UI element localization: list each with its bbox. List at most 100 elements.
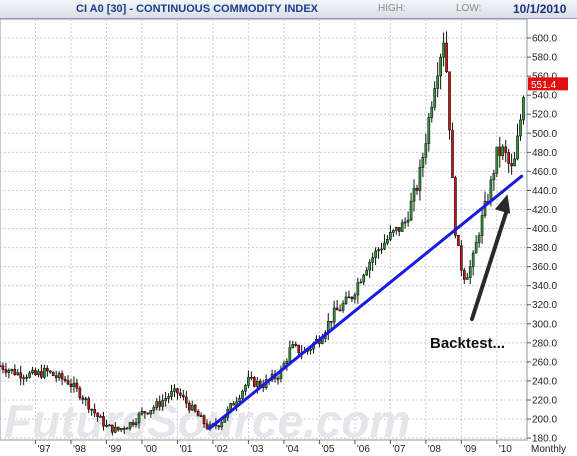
y-tick-label: 600.0 xyxy=(532,34,557,45)
candle-body xyxy=(134,422,138,425)
x-tick-label: '09 xyxy=(463,444,476,455)
candle-body xyxy=(75,382,79,389)
candle-body xyxy=(427,117,431,144)
candle-body xyxy=(498,146,502,156)
candle-body xyxy=(495,146,499,174)
x-tick-label: '07 xyxy=(392,444,405,455)
candle-body xyxy=(205,423,209,429)
candle-body xyxy=(424,143,428,158)
candle-body xyxy=(445,42,448,73)
candle-body xyxy=(78,387,82,399)
y-tick-label: 480.0 xyxy=(532,148,557,159)
y-tick-label: 220.0 xyxy=(532,395,557,406)
y-tick-label: 180.0 xyxy=(532,434,557,445)
candle-body xyxy=(99,416,102,418)
candle-body xyxy=(332,307,336,323)
candle-body xyxy=(184,396,188,404)
frequency-label: Monthly xyxy=(531,444,566,455)
candle-body xyxy=(31,369,34,374)
candle-body xyxy=(288,347,292,362)
y-tick-label: 340.0 xyxy=(532,281,557,292)
candle-body xyxy=(238,398,241,403)
candle-body xyxy=(190,404,194,411)
candle-body xyxy=(430,106,434,118)
candle-body xyxy=(187,402,191,411)
candle-body xyxy=(122,428,126,430)
candle-body xyxy=(179,392,182,396)
x-tick-label: '08 xyxy=(428,444,441,455)
x-tick-label: '03 xyxy=(250,444,263,455)
candle-body xyxy=(394,227,398,231)
candle-body xyxy=(247,376,250,386)
candle-body xyxy=(152,407,156,411)
candle-body xyxy=(34,369,37,376)
candle-body xyxy=(362,274,366,283)
y-tick-label: 360.0 xyxy=(532,262,557,273)
candle-body xyxy=(439,56,442,77)
y-tick-label: 540.0 xyxy=(532,91,557,102)
candle-body xyxy=(40,371,43,378)
y-tick-label: 520.0 xyxy=(532,110,557,121)
candle-body xyxy=(374,250,377,258)
y-tick-label: 200.0 xyxy=(532,415,557,426)
candle-body xyxy=(380,248,383,251)
candle-body xyxy=(54,375,58,378)
candle-body xyxy=(462,269,466,280)
candle-body xyxy=(19,372,23,379)
candle-body xyxy=(25,377,28,379)
candle-body xyxy=(96,412,99,417)
candle-body xyxy=(167,396,170,399)
candle-body xyxy=(457,235,460,247)
candle-body xyxy=(196,411,200,417)
backtest-arrow-head xyxy=(494,194,511,214)
candle-body xyxy=(155,401,159,408)
candle-body xyxy=(510,163,513,167)
candle-body xyxy=(161,400,164,407)
candle-body xyxy=(383,242,386,250)
candle-body xyxy=(244,385,247,392)
backtest-annotation: Backtest... xyxy=(430,335,505,352)
y-tick-label: 500.0 xyxy=(532,129,557,140)
candle-body xyxy=(391,230,395,233)
y-tick-label: 320.0 xyxy=(532,300,557,311)
candle-body xyxy=(137,413,141,424)
candle-body xyxy=(173,388,176,392)
candle-body xyxy=(465,277,469,280)
candle-body xyxy=(114,426,117,433)
candle-body xyxy=(513,158,516,167)
y-tick-label: 260.0 xyxy=(532,357,557,368)
candle-body xyxy=(504,146,508,153)
candle-body xyxy=(116,426,120,431)
candle-body xyxy=(16,372,20,375)
candle-body xyxy=(232,403,235,406)
candle-body xyxy=(471,252,475,268)
candle-body xyxy=(409,200,413,221)
candle-body xyxy=(220,422,224,428)
candle-body xyxy=(516,135,519,160)
support-trendline xyxy=(207,174,524,431)
x-tick-label: '97 xyxy=(37,444,50,455)
candle-body xyxy=(105,425,108,427)
candle-body xyxy=(7,370,11,373)
candle-body xyxy=(448,71,451,131)
candle-body xyxy=(37,371,40,376)
candle-body xyxy=(48,370,52,373)
candle-body xyxy=(149,409,153,415)
candle-body xyxy=(87,398,91,410)
candle-body xyxy=(229,403,233,410)
candle-body xyxy=(415,187,419,191)
x-tick-label: '04 xyxy=(286,444,299,455)
candle-body xyxy=(250,376,253,379)
candle-body xyxy=(356,282,360,296)
candle-body xyxy=(69,383,73,388)
candle-body xyxy=(131,422,135,425)
x-tick-label: '02 xyxy=(215,444,228,455)
candle-body xyxy=(353,294,357,300)
candle-body xyxy=(111,424,114,433)
y-tick-label: 440.0 xyxy=(532,186,557,197)
y-tick-label: 580.0 xyxy=(532,53,557,64)
candle-body xyxy=(252,377,256,387)
candle-body xyxy=(140,411,144,415)
candle-body xyxy=(344,296,348,304)
candle-body xyxy=(519,119,522,137)
